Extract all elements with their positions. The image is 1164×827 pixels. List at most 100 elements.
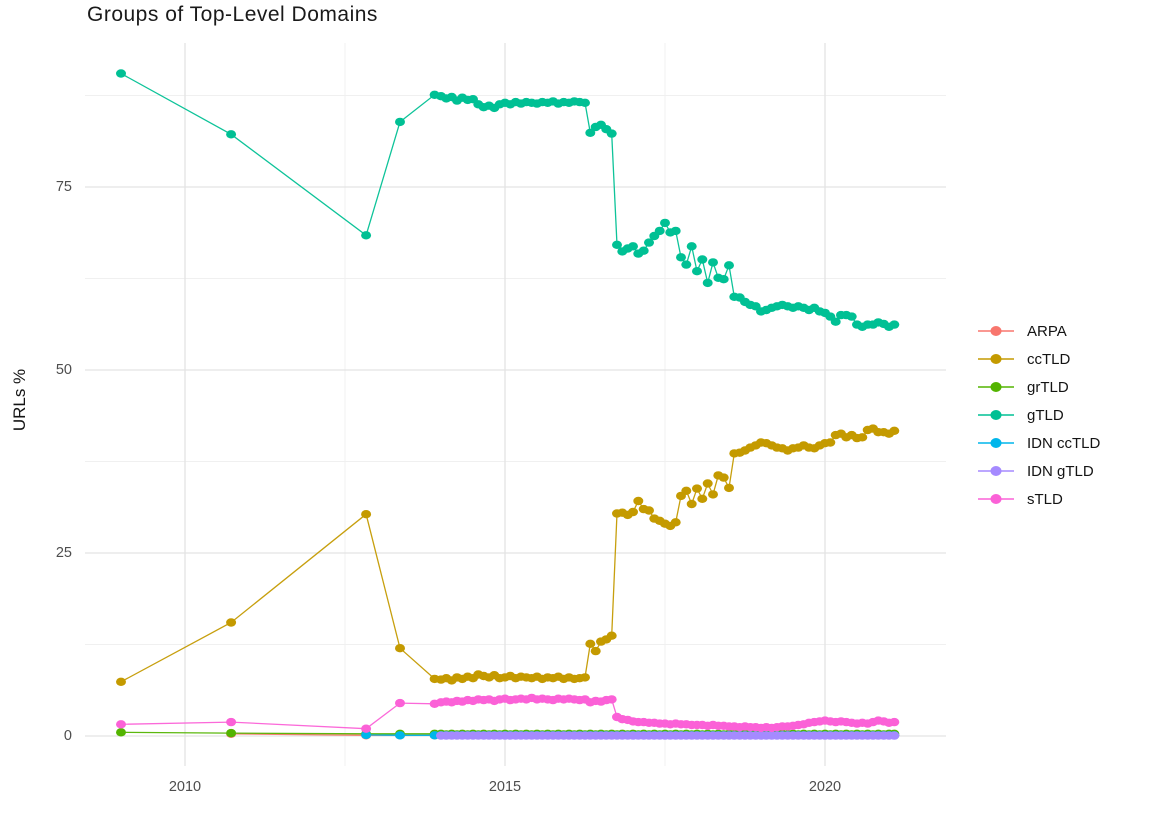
x-tick-2015: 2015 (488, 779, 522, 795)
legend-item-stld: sTLD (978, 489, 1100, 509)
legend-item-gtld: gTLD (978, 405, 1100, 425)
legend-dot-icon (990, 494, 1002, 504)
data-point (644, 506, 654, 515)
data-point (889, 731, 900, 740)
legend-label: ccTLD (1027, 350, 1071, 368)
y-tick-75: 75 (55, 179, 72, 195)
data-point (660, 218, 670, 228)
data-point (590, 646, 601, 656)
data-point (606, 631, 617, 640)
data-point (612, 240, 622, 249)
data-point (116, 728, 126, 737)
legend-item-arpa: ARPA (978, 321, 1100, 341)
data-point (686, 242, 697, 251)
legend-item-idn-gtld: IDN gTLD (978, 461, 1100, 481)
data-point (708, 490, 718, 499)
y-tick-0: 0 (63, 728, 72, 744)
series-points-IDN-gTLD (436, 731, 900, 740)
data-point (846, 312, 857, 321)
data-point (697, 255, 708, 264)
data-point (724, 483, 734, 493)
y-tick-25: 25 (55, 545, 72, 561)
data-point (361, 730, 372, 740)
legend-item-idn-cctld: IDN ccTLD (978, 433, 1100, 453)
series-points-ccTLD (116, 424, 900, 686)
legend-dot-icon (990, 466, 1002, 476)
data-point (670, 518, 681, 527)
data-point (585, 639, 596, 648)
legend-key-arpa (978, 324, 1014, 338)
data-point (226, 717, 237, 727)
data-point (606, 129, 617, 138)
legend-key-gtld (978, 408, 1014, 422)
data-point (681, 260, 692, 269)
data-point (628, 507, 638, 517)
y-tick-50: 50 (55, 362, 72, 378)
data-point (361, 724, 372, 733)
legend-label: IDN ccTLD (1027, 434, 1101, 452)
data-point (395, 644, 405, 653)
data-point (226, 618, 237, 627)
legend-dot-icon (990, 354, 1002, 364)
legend-dot-icon (990, 438, 1002, 448)
series-line-ccTLD (120, 427, 895, 683)
data-point (395, 117, 405, 127)
data-point (654, 226, 665, 236)
legend-dot-icon (990, 410, 1002, 420)
data-point (702, 479, 713, 488)
data-point (580, 98, 590, 108)
series-line-gTLD (120, 72, 895, 328)
legend-label: IDN gTLD (1027, 462, 1094, 480)
legend-item-cctld: ccTLD (978, 349, 1100, 369)
data-point (644, 238, 654, 247)
data-point (361, 231, 372, 240)
data-point (116, 677, 126, 686)
data-point (889, 717, 900, 727)
data-point (724, 261, 734, 270)
data-point (708, 258, 718, 267)
data-point (580, 673, 590, 682)
x-tick-2010: 2010 (168, 779, 202, 795)
data-point (686, 499, 697, 509)
data-point (226, 130, 237, 139)
data-point (116, 69, 126, 78)
legend-dot-icon (990, 382, 1002, 392)
data-point (692, 267, 702, 276)
data-point (697, 494, 708, 503)
data-point (633, 496, 644, 506)
legend-label: sTLD (1027, 490, 1063, 508)
series-points-sTLD (116, 693, 900, 733)
data-point (681, 486, 692, 495)
data-point (585, 128, 596, 137)
legend-key-stld (978, 492, 1014, 506)
data-point (226, 728, 237, 738)
legend-key-grtld (978, 380, 1014, 394)
data-point (692, 484, 702, 493)
data-point (718, 473, 729, 482)
legend-key-cctld (978, 352, 1014, 366)
chart-title: Groups of Top-Level Domains (87, 3, 378, 26)
legend-label: gTLD (1027, 406, 1064, 424)
data-point (638, 246, 649, 255)
data-point (395, 698, 405, 708)
legend-key-idn-gtld (978, 464, 1014, 478)
legend-key-idn-cctld (978, 436, 1014, 450)
data-point (628, 242, 638, 251)
legend-label: ARPA (1027, 322, 1067, 340)
data-point (670, 226, 681, 236)
series-points-gTLD (116, 69, 900, 331)
legend: ARPA ccTLD grTLD gTLD IDN ccTLD IDN gTLD… (978, 321, 1100, 509)
data-point (857, 433, 868, 442)
data-point (889, 320, 900, 329)
legend-dot-icon (990, 326, 1002, 336)
data-point (395, 731, 405, 740)
data-point (606, 695, 617, 704)
data-point (825, 438, 836, 447)
data-point (116, 720, 126, 729)
x-tick-2020: 2020 (808, 779, 842, 795)
legend-label: grTLD (1027, 378, 1069, 396)
data-point (676, 253, 686, 262)
data-point (830, 317, 841, 326)
